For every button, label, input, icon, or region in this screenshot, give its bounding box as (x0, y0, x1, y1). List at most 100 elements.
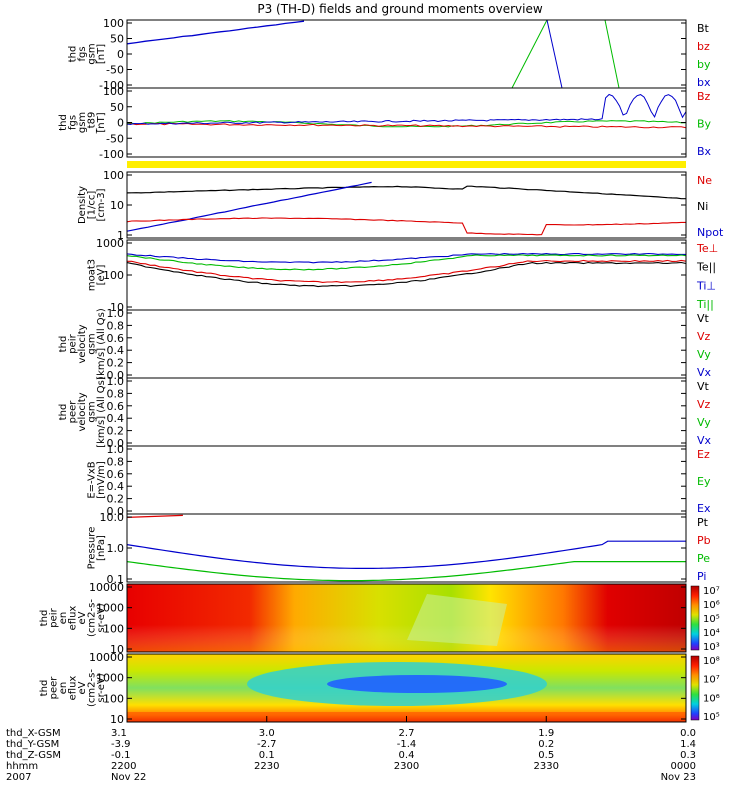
legend-Te||: Te|| (696, 261, 716, 274)
ylabel: [km/s] (All Qs) (96, 376, 107, 448)
ytick-label: -100 (99, 148, 124, 161)
xaxis-value: 2230 (254, 761, 279, 772)
yellow-bar (127, 161, 686, 168)
ylabel: thd (58, 404, 69, 421)
legend-Vt: Vt (697, 312, 710, 325)
panel-ivel: 1.00.80.60.40.20.0 thdpeirvelocitygsm[km/… (58, 307, 712, 382)
colorbar-label: 10⁶ (703, 600, 720, 611)
ytick-label: 0.4 (107, 344, 125, 357)
series-Pi (126, 540, 686, 570)
chart-title: P3 (TH-D) fields and ground moments over… (257, 2, 542, 16)
ytick-label: 1000 (96, 237, 124, 250)
ytick-label: 100 (103, 692, 124, 705)
xaxis-row-label: thd_Y-GSM (6, 739, 59, 750)
xaxis-value: 0.4 (399, 750, 415, 761)
ion-spectrogram-shade (127, 584, 686, 652)
legend-Ey: Ey (697, 475, 711, 488)
ytick-label: 0.8 (107, 455, 125, 468)
colorbar-label: 10⁷ (703, 586, 720, 597)
ylabel: peir (49, 607, 60, 627)
legend-Vy: Vy (697, 348, 711, 361)
legend-Vx: Vx (697, 434, 712, 447)
xaxis-value: 0.5 (538, 750, 554, 761)
legend-Pe: Pe (697, 552, 710, 565)
ylabel: eV (77, 611, 88, 624)
ylabel: (cm2-s- (87, 599, 98, 637)
ylabel: [nT] (96, 112, 107, 132)
panel-evel: 1.00.80.60.40.20.0 thdpeervelocitygsm[km/… (58, 375, 712, 450)
series-Ti-perp (126, 252, 686, 264)
ytick-label: 0.2 (107, 493, 125, 506)
ylabel: [1/cc] (87, 191, 98, 220)
ytick-label: 0.2 (107, 425, 125, 438)
ylabel: eflux (68, 606, 79, 631)
xaxis-value: -1.4 (397, 739, 417, 750)
ylabel: [nPa] (96, 535, 107, 561)
legend-Vz: Vz (697, 398, 711, 411)
xaxis-row-label: hhmm (6, 761, 38, 772)
legend-Bx: Bx (697, 145, 712, 158)
ylabel: fgs (68, 115, 79, 130)
xaxis-value: 3.1 (111, 728, 127, 739)
ylabel: peer (68, 400, 79, 424)
colorbar-label: 10⁴ (703, 628, 720, 639)
ylabel: thd (39, 680, 50, 697)
ytick-label: 0.0 (107, 437, 125, 450)
ylabel: E=-VxB (87, 461, 98, 498)
legend-Ti||: Ti|| (696, 298, 714, 311)
series-bx (126, 20, 305, 45)
xaxis-value: 0000 (671, 761, 696, 772)
ytick-label: 0.4 (107, 480, 125, 493)
ytick-label: 100 (103, 85, 124, 98)
ylabel: eV (77, 681, 88, 694)
xaxis-value: 0.1 (259, 750, 275, 761)
ytick-label: 1000 (96, 602, 124, 615)
ylabel: sr-eV) (96, 673, 107, 702)
ytick-label: 1.0 (107, 542, 125, 555)
ytick-label: 0 (117, 48, 124, 61)
xaxis-value: -2.7 (257, 739, 277, 750)
colorbar (690, 585, 700, 651)
ytick-label: 0.6 (107, 468, 125, 481)
series-by-2 (604, 19, 620, 89)
ylabel: eflux (68, 676, 79, 701)
ylabel: (cm2-s- (87, 669, 98, 707)
legend-Vz: Vz (697, 330, 711, 343)
xaxis-value: Nov 22 (111, 772, 146, 783)
xaxis-value: 3.0 (259, 728, 275, 739)
ytick-label: 100 (103, 169, 124, 182)
ytick-label: 0.0 (107, 369, 125, 382)
xaxis-value: 0.3 (680, 750, 696, 761)
xaxis-value: 2.7 (399, 728, 415, 739)
ylabel: en (58, 612, 69, 625)
ylabel: [eV] (96, 265, 107, 286)
legend-Ex: Ex (697, 502, 711, 515)
ytick-label: 10 (110, 301, 124, 314)
colorbar (690, 655, 700, 721)
ytick-label: 50 (110, 101, 124, 114)
ylabel: [km/s] (All Qs) (96, 308, 107, 380)
xaxis-value: 2330 (534, 761, 559, 772)
series-Ti-par (126, 254, 687, 271)
legend-Vx: Vx (697, 366, 712, 379)
series-Bz (126, 122, 687, 129)
ytick-label: 0.1 (107, 573, 125, 586)
ytick-label: 1 (117, 229, 124, 242)
ylabel: thd (58, 336, 69, 353)
legend-by: by (697, 58, 711, 71)
ytick-label: 1.0 (107, 307, 125, 320)
xaxis-value: 2200 (111, 761, 136, 772)
panel-espec: 10000 1000 100 10 thdpeerenefluxeV(cm2-s-sr-… (39, 651, 720, 726)
ytick-label: 10.0 (100, 511, 125, 524)
xaxis-value: 2300 (394, 761, 419, 772)
legend-Vt: Vt (697, 380, 710, 393)
ylabel: thd (68, 46, 79, 63)
ylabel: velocity (77, 324, 88, 363)
ylabel: fgs (77, 46, 88, 61)
legend-Vy: Vy (697, 416, 711, 429)
ytick-label: -100 (99, 79, 124, 92)
ylabel: velocity (77, 392, 88, 431)
series-by (511, 19, 548, 89)
series-Pe (126, 560, 686, 582)
